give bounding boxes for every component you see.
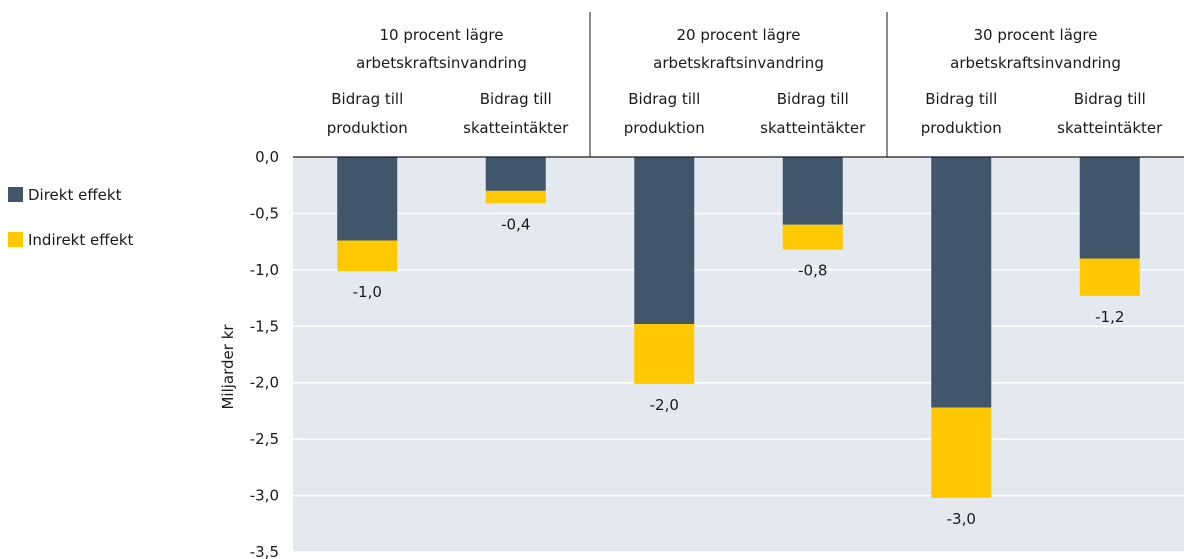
bar-indirekt-effekt bbox=[337, 240, 398, 271]
y-tick-label: -1,0 bbox=[250, 261, 279, 279]
group-header-line: arbetskraftsinvandring bbox=[653, 54, 824, 72]
total-label: -0,4 bbox=[501, 215, 530, 233]
total-label: -3,0 bbox=[947, 510, 976, 528]
bar-indirekt-effekt bbox=[634, 324, 695, 384]
legend: Direkt effekt Indirekt effekt bbox=[8, 186, 133, 249]
y-tick-label: -2,5 bbox=[250, 430, 279, 448]
y-tick-label: -3,0 bbox=[250, 487, 279, 505]
category-label-line: skatteintäkter bbox=[463, 119, 569, 137]
total-label: -2,0 bbox=[650, 396, 679, 414]
bar-direkt-effekt bbox=[337, 157, 398, 241]
total-labels: -1,0 -0,4 -2,0 -0,8 -3,0 -1,2 bbox=[353, 215, 1125, 528]
bar-indirekt-effekt bbox=[485, 190, 546, 204]
bar-direkt-effekt bbox=[485, 157, 546, 191]
category-label-line: produktion bbox=[327, 119, 408, 137]
category-label-line: Bidrag till bbox=[628, 90, 700, 108]
group-header-line: arbetskraftsinvandring bbox=[950, 54, 1121, 72]
bar-direkt-effekt bbox=[931, 157, 992, 408]
plot-background bbox=[293, 157, 1184, 552]
bar-indirekt-effekt bbox=[931, 407, 992, 498]
bar-direkt-effekt bbox=[782, 157, 843, 225]
bar-direkt-effekt bbox=[634, 157, 695, 325]
category-label-line: produktion bbox=[624, 119, 705, 137]
category-label-line: Bidrag till bbox=[480, 90, 552, 108]
category-labels: Bidrag till produktion Bidrag till skattein… bbox=[327, 90, 1163, 137]
gridlines bbox=[293, 212, 1184, 553]
legend-swatch-indirekt bbox=[8, 232, 23, 247]
group-header-line: 10 procent lägre bbox=[380, 26, 504, 44]
category-label-line: produktion bbox=[921, 119, 1002, 137]
y-tick-label: -3,5 bbox=[250, 543, 279, 559]
group-header-line: 30 procent lägre bbox=[974, 26, 1098, 44]
total-label: -1,0 bbox=[353, 283, 382, 301]
category-label-line: Bidrag till bbox=[925, 90, 997, 108]
y-tick-label: -0,5 bbox=[250, 204, 279, 222]
y-tick-labels: 0,0 -0,5 -1,0 -1,5 -2,0 -2,5 -3,0 -3,5 bbox=[250, 148, 279, 559]
bar-indirekt-effekt bbox=[782, 224, 843, 250]
bars bbox=[337, 157, 1140, 498]
category-label-line: skatteintäkter bbox=[760, 119, 866, 137]
category-label-line: skatteintäkter bbox=[1057, 119, 1163, 137]
y-tick-label: 0,0 bbox=[255, 148, 279, 166]
group-headers: 10 procent lägre arbetskraftsinvandring 20… bbox=[356, 26, 1121, 72]
y-axis-label: Miljarder kr bbox=[219, 324, 237, 410]
y-tick-label: -2,0 bbox=[250, 374, 279, 392]
category-label-line: Bidrag till bbox=[777, 90, 849, 108]
bar-indirekt-effekt bbox=[1079, 258, 1140, 296]
total-label: -0,8 bbox=[798, 262, 827, 280]
category-label-line: Bidrag till bbox=[1074, 90, 1146, 108]
legend-swatch-direkt bbox=[8, 187, 23, 202]
y-tick-label: -1,5 bbox=[250, 317, 279, 335]
total-label: -1,2 bbox=[1095, 308, 1124, 326]
category-label-line: Bidrag till bbox=[331, 90, 403, 108]
bar-direkt-effekt bbox=[1079, 157, 1140, 259]
axis bbox=[293, 12, 1184, 158]
group-header-line: 20 procent lägre bbox=[677, 26, 801, 44]
legend-label: Indirekt effekt bbox=[28, 231, 133, 249]
group-header-line: arbetskraftsinvandring bbox=[356, 54, 527, 72]
legend-label: Direkt effekt bbox=[28, 186, 122, 204]
